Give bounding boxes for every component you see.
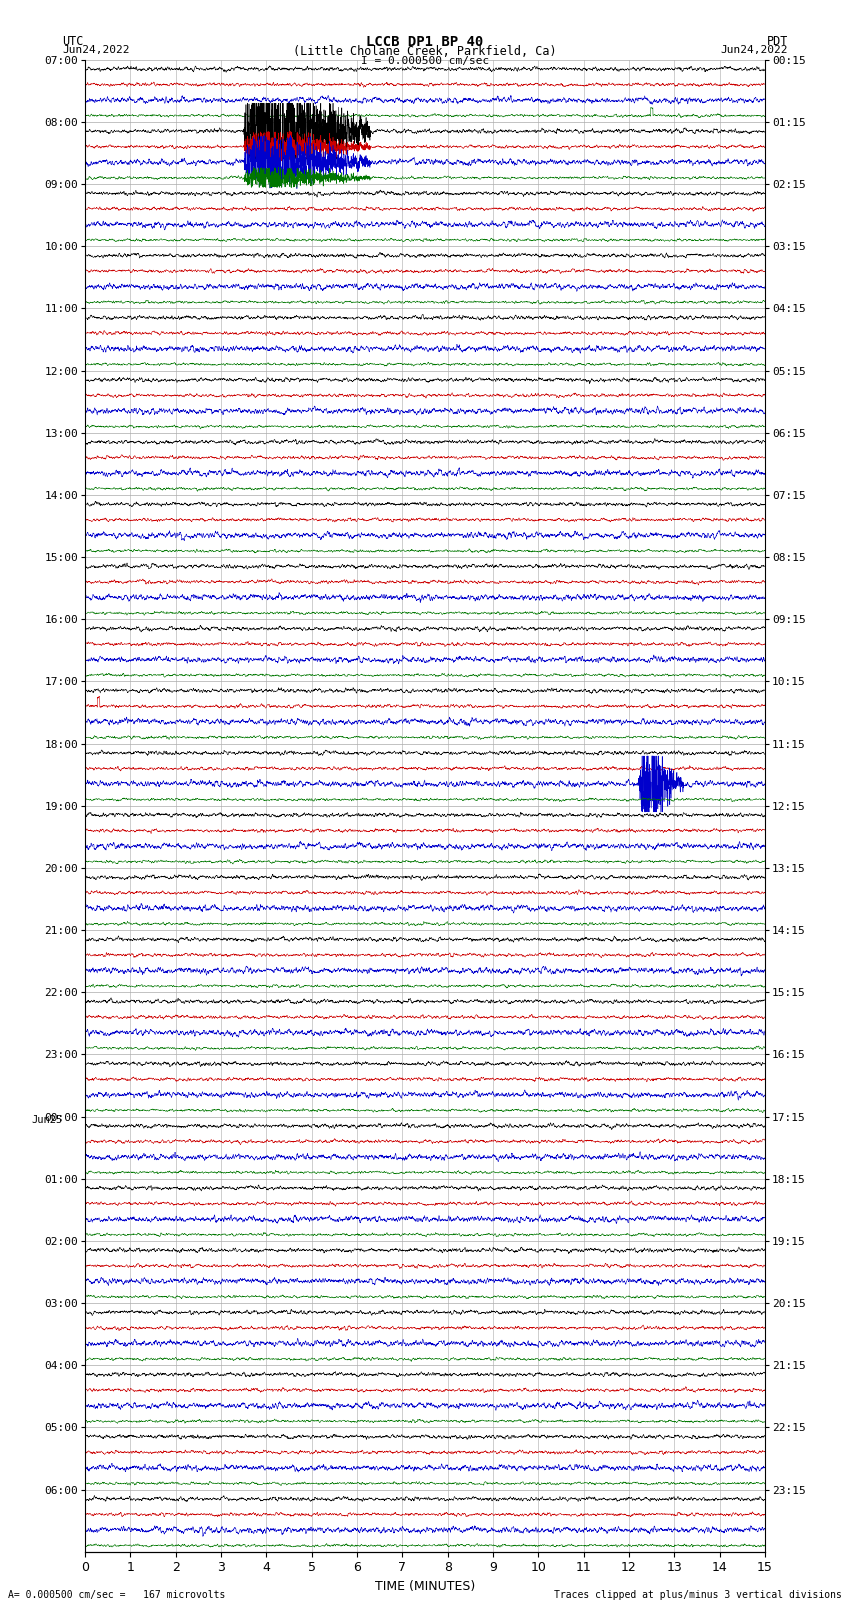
Text: A= 0.000500 cm/sec =   167 microvolts: A= 0.000500 cm/sec = 167 microvolts: [8, 1590, 226, 1600]
Text: Traces clipped at plus/minus 3 vertical divisions: Traces clipped at plus/minus 3 vertical …: [553, 1590, 842, 1600]
Text: Jun24,2022: Jun24,2022: [62, 45, 129, 55]
Text: UTC: UTC: [62, 35, 83, 48]
Text: Jun24,2022: Jun24,2022: [721, 45, 788, 55]
Text: Jun25: Jun25: [31, 1115, 62, 1124]
Text: PDT: PDT: [767, 35, 788, 48]
Text: LCCB DP1 BP 40: LCCB DP1 BP 40: [366, 35, 484, 50]
Text: (Little Cholane Creek, Parkfield, Ca): (Little Cholane Creek, Parkfield, Ca): [293, 45, 557, 58]
X-axis label: TIME (MINUTES): TIME (MINUTES): [375, 1581, 475, 1594]
Text: I = 0.000500 cm/sec: I = 0.000500 cm/sec: [361, 56, 489, 66]
